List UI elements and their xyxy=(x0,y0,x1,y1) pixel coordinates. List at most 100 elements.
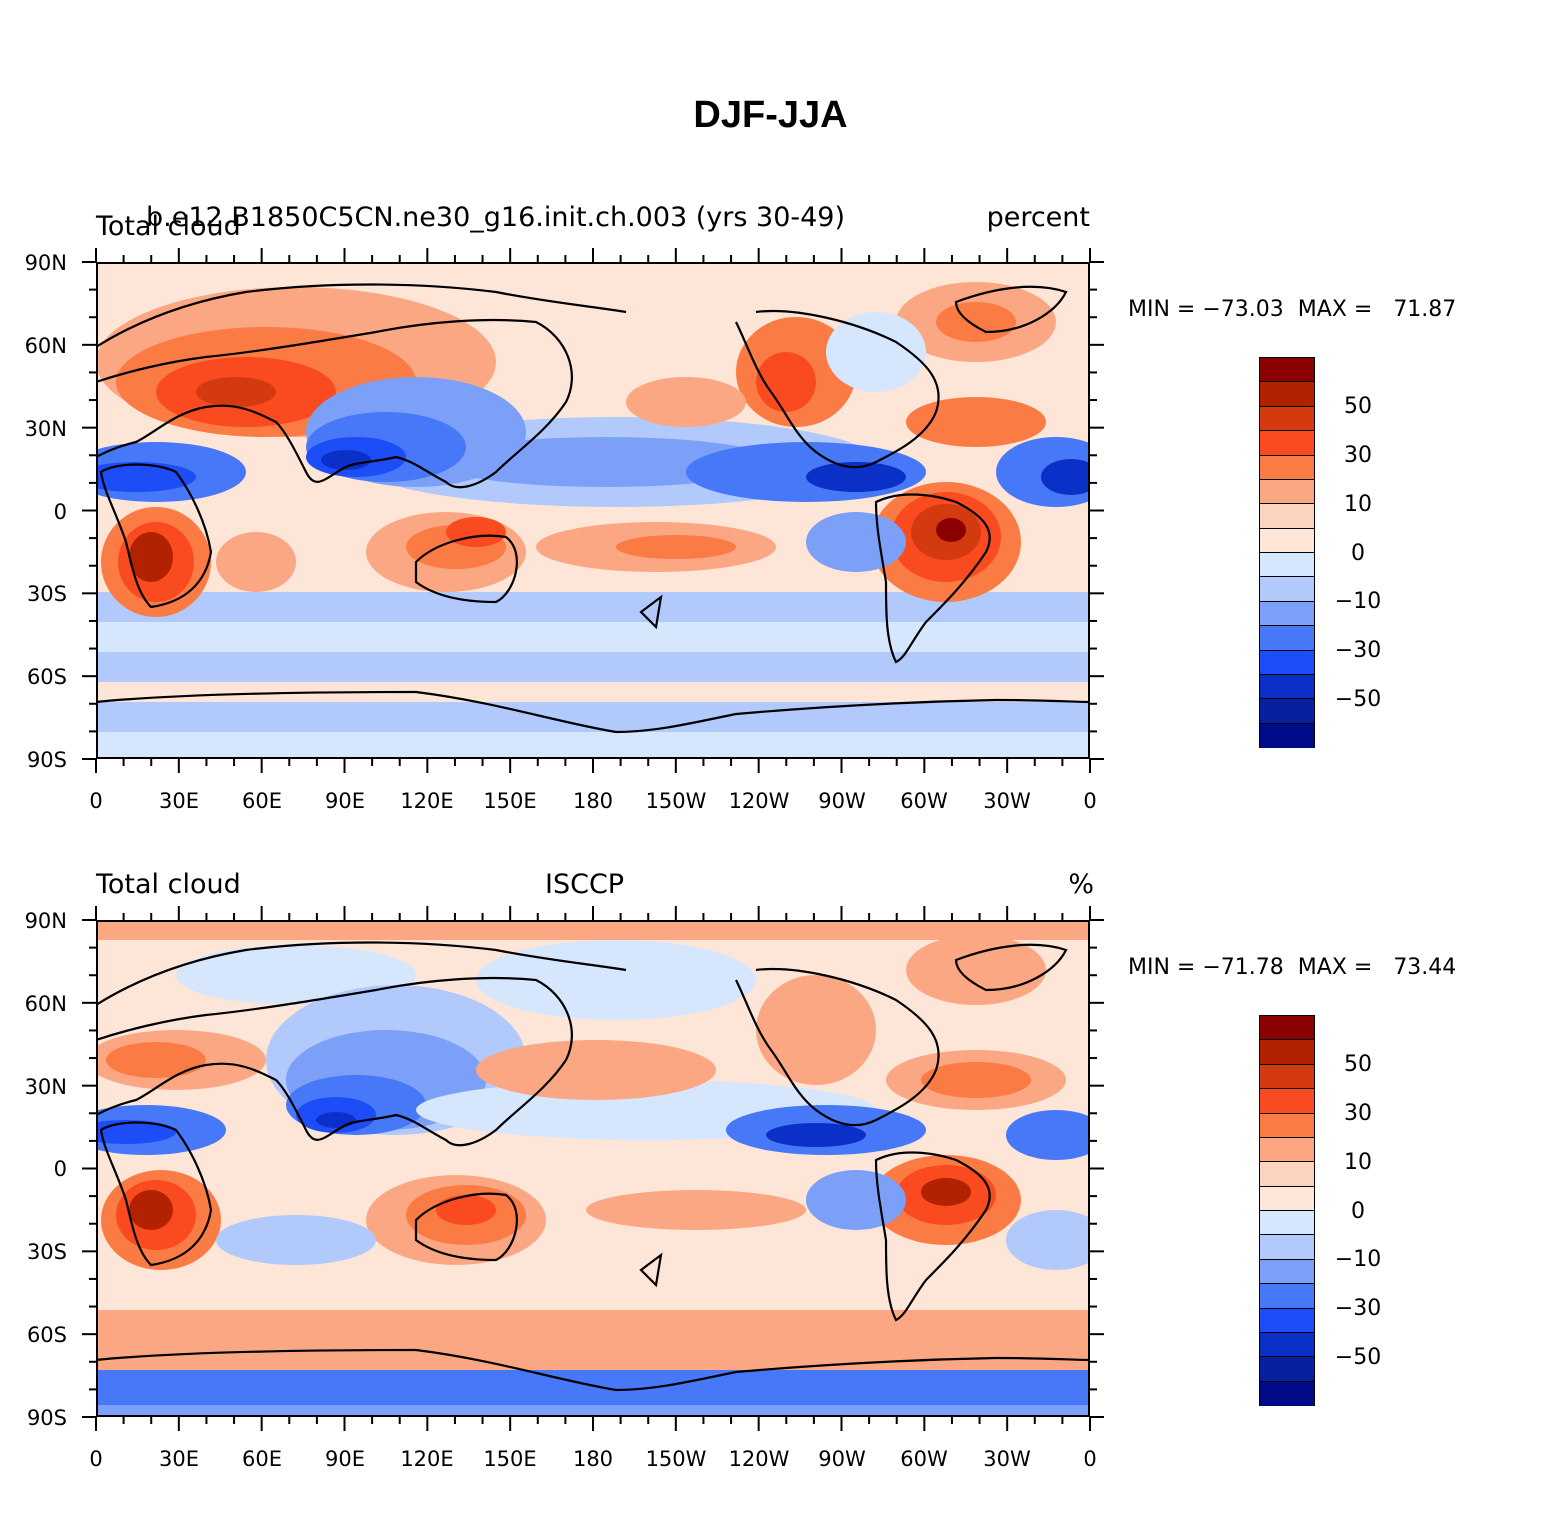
panel-left-title: Total cloud xyxy=(96,869,241,900)
lon-label: 60E xyxy=(242,789,282,813)
lon-label: 90E xyxy=(325,789,365,813)
colorbar-cell xyxy=(1260,699,1314,724)
colorbar-cell xyxy=(1260,1137,1314,1163)
lon-label: 150W xyxy=(645,789,707,813)
min-value: −73.03 xyxy=(1202,297,1284,322)
colorbar-cell xyxy=(1260,406,1314,432)
panel-units-title: percent xyxy=(986,202,1090,233)
lon-label: 30W xyxy=(983,1447,1031,1471)
lon-label: 30E xyxy=(159,1447,199,1471)
colorbar-label: −50 xyxy=(1334,687,1382,712)
colorbar-label: 10 xyxy=(1344,492,1372,517)
lat-label: 30N xyxy=(24,1075,67,1099)
lat-label: 60S xyxy=(26,1323,67,1347)
min-max-readout: MIN = −71.78 MAX = 73.44 xyxy=(1128,957,1456,979)
colorbar-cell xyxy=(1260,528,1314,553)
colorbar-cell xyxy=(1260,723,1314,748)
panel-center-title: b.e12.B1850C5CN.ne30_g16.init.ch.003 (yr… xyxy=(146,202,846,233)
colorbar-cell xyxy=(1260,382,1314,407)
lat-label: 60N xyxy=(24,334,67,358)
lon-label: 60W xyxy=(900,789,948,813)
lat-label: 0 xyxy=(53,1157,67,1181)
panel-left-title: Total cloud xyxy=(96,211,241,242)
map-field xyxy=(96,920,1090,1417)
colorbar-cell xyxy=(1260,1064,1314,1090)
colorbar-label: −30 xyxy=(1334,638,1382,663)
colorbar-cell xyxy=(1260,1089,1314,1114)
lat-label: 30S xyxy=(26,1240,67,1264)
lat-label: 30S xyxy=(26,582,67,606)
min-label: MIN = xyxy=(1128,955,1203,980)
colorbar-cell xyxy=(1260,626,1314,651)
min-value: −71.78 xyxy=(1202,955,1284,980)
colorbar-label: −10 xyxy=(1334,589,1382,614)
lon-label: 0 xyxy=(1083,1447,1097,1471)
colorbar-cell xyxy=(1260,674,1314,700)
lat-label: 30N xyxy=(24,417,67,441)
colorbar-cell xyxy=(1260,1162,1314,1187)
lon-label: 180 xyxy=(572,1447,614,1471)
colorbar-cell xyxy=(1260,1040,1314,1065)
lat-label: 60N xyxy=(24,992,67,1016)
colorbar-cell xyxy=(1260,1259,1314,1285)
lon-label: 30E xyxy=(159,789,199,813)
colorbar-cell xyxy=(1260,1113,1314,1138)
colorbar xyxy=(1259,357,1315,748)
lon-label: 0 xyxy=(1083,789,1097,813)
colorbar-cell xyxy=(1260,1308,1314,1333)
min-label: MIN = xyxy=(1128,297,1203,322)
lat-label: 0 xyxy=(53,500,67,524)
lon-label: 120W xyxy=(728,1447,790,1471)
lon-label: 180 xyxy=(572,789,614,813)
colorbar-cell xyxy=(1260,1235,1314,1260)
lon-label: 60W xyxy=(900,1447,948,1471)
colorbar-label: −10 xyxy=(1334,1247,1382,1272)
colorbar xyxy=(1259,1015,1315,1406)
max-value: 71.87 xyxy=(1393,297,1457,322)
colorbar-cell xyxy=(1260,1211,1314,1236)
colorbar-cell xyxy=(1260,358,1314,383)
lon-label: 0 xyxy=(89,1447,103,1471)
colorbar-cell xyxy=(1260,504,1314,529)
colorbar-label: −50 xyxy=(1334,1345,1382,1370)
lon-label: 150E xyxy=(483,1447,537,1471)
colorbar-cell xyxy=(1260,1284,1314,1309)
lon-label: 150W xyxy=(645,1447,707,1471)
lat-label: 90N xyxy=(24,909,67,933)
panel-center-title: ISCCP xyxy=(545,869,625,900)
lat-label: 90N xyxy=(24,251,67,275)
max-value: 73.44 xyxy=(1393,955,1457,980)
lon-label: 0 xyxy=(89,789,103,813)
lat-label: 90S xyxy=(26,1406,67,1430)
colorbar-label: 0 xyxy=(1351,1199,1365,1224)
colorbar-cell xyxy=(1260,1016,1314,1041)
max-label: MAX = xyxy=(1297,955,1380,980)
colorbar-cell xyxy=(1260,1357,1314,1382)
colorbar-cell xyxy=(1260,1186,1314,1211)
lon-label: 90W xyxy=(818,1447,866,1471)
colorbar-label: 30 xyxy=(1344,443,1372,468)
lat-label: 90S xyxy=(26,748,67,772)
colorbar-cell xyxy=(1260,431,1314,456)
lon-label: 120W xyxy=(728,789,790,813)
lon-label: 120E xyxy=(400,789,454,813)
lon-label: 60E xyxy=(242,1447,282,1471)
map-field xyxy=(96,262,1090,759)
colorbar-cell xyxy=(1260,455,1314,480)
colorbar-label: −30 xyxy=(1334,1296,1382,1321)
lon-label: 120E xyxy=(400,1447,454,1471)
lon-label: 90W xyxy=(818,789,866,813)
max-label: MAX = xyxy=(1297,297,1380,322)
lat-label: 60S xyxy=(26,665,67,689)
colorbar-label: 30 xyxy=(1344,1101,1372,1126)
colorbar-cell xyxy=(1260,650,1314,675)
min-max-readout: MIN = −73.03 MAX = 71.87 xyxy=(1128,299,1456,321)
colorbar-label: 10 xyxy=(1344,1150,1372,1175)
colorbar-label: 0 xyxy=(1351,541,1365,566)
figure-title: DJF-JJA xyxy=(693,94,848,136)
colorbar-cell xyxy=(1260,553,1314,578)
colorbar-cell xyxy=(1260,577,1314,602)
colorbar-cell xyxy=(1260,1381,1314,1406)
colorbar-cell xyxy=(1260,1332,1314,1358)
lon-label: 90E xyxy=(325,1447,365,1471)
